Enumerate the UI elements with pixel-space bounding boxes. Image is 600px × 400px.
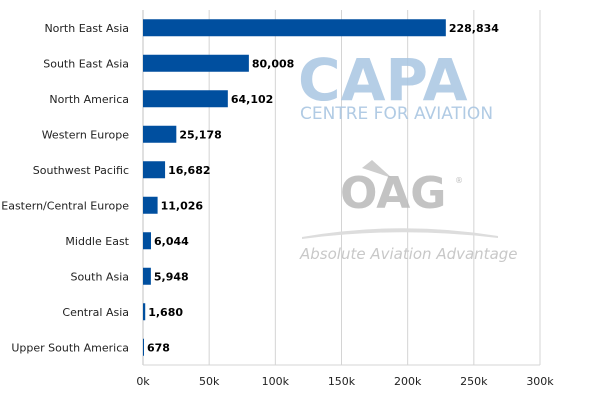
bar (143, 19, 446, 37)
capa-logo: CAPA CENTRE FOR AVIATION (298, 46, 493, 124)
bar (143, 303, 146, 321)
category-label: North East Asia (44, 22, 129, 35)
bar (143, 90, 228, 108)
oag-logo-subtitle: Absolute Aviation Advantage (299, 245, 518, 263)
category-label: Middle East (65, 235, 129, 248)
bar (143, 232, 151, 250)
category-label: Southwest Pacific (33, 164, 129, 177)
data-label: 64,102 (231, 93, 273, 106)
oag-underline-swoosh-icon (302, 228, 498, 239)
registered-icon: ® (455, 176, 463, 185)
data-label: 228,834 (449, 22, 499, 35)
category-label: South Asia (70, 270, 129, 283)
category-label: Eastern/Central Europe (1, 199, 129, 212)
x-tick-label: 200k (394, 375, 422, 388)
data-label: 1,680 (148, 306, 183, 319)
x-tick-label: 250k (460, 375, 488, 388)
category-label: Western Europe (42, 128, 130, 141)
data-label: 25,178 (179, 128, 221, 141)
bar (143, 267, 151, 285)
labels: 0k 50k 100k 150k 200k 250k 300k North East Asia… (1, 22, 554, 388)
data-label: 80,008 (252, 57, 294, 70)
x-tick-label: 150k (328, 375, 356, 388)
data-label: 11,026 (161, 199, 204, 212)
category-label: North America (49, 93, 129, 106)
bars (143, 19, 446, 356)
x-tick-label: 50k (199, 375, 220, 388)
category-label: Upper South America (11, 341, 129, 354)
bar (143, 161, 166, 179)
data-label: 6,044 (154, 235, 189, 248)
data-label: 5,948 (154, 270, 189, 283)
bar (143, 125, 177, 143)
category-label: Central Asia (62, 306, 129, 319)
bar (143, 196, 158, 214)
oag-logo: OAG ® Absolute Aviation Advantage (299, 160, 518, 263)
bar (143, 54, 249, 72)
x-tick-label: 100k (262, 375, 290, 388)
data-label: 678 (147, 341, 170, 354)
x-tick-label: 0k (136, 375, 150, 388)
category-label: South East Asia (43, 57, 129, 70)
bar (143, 338, 144, 356)
watermarks: CAPA CENTRE FOR AVIATION OAG ® Absolute … (298, 46, 518, 263)
capa-logo-text: CAPA (298, 46, 468, 114)
data-label: 16,682 (168, 164, 210, 177)
x-tick-label: 300k (526, 375, 554, 388)
oag-swoosh-icon (362, 160, 392, 178)
capa-logo-subtitle: CENTRE FOR AVIATION (300, 104, 493, 124)
oag-logo-text: OAG (340, 168, 446, 219)
